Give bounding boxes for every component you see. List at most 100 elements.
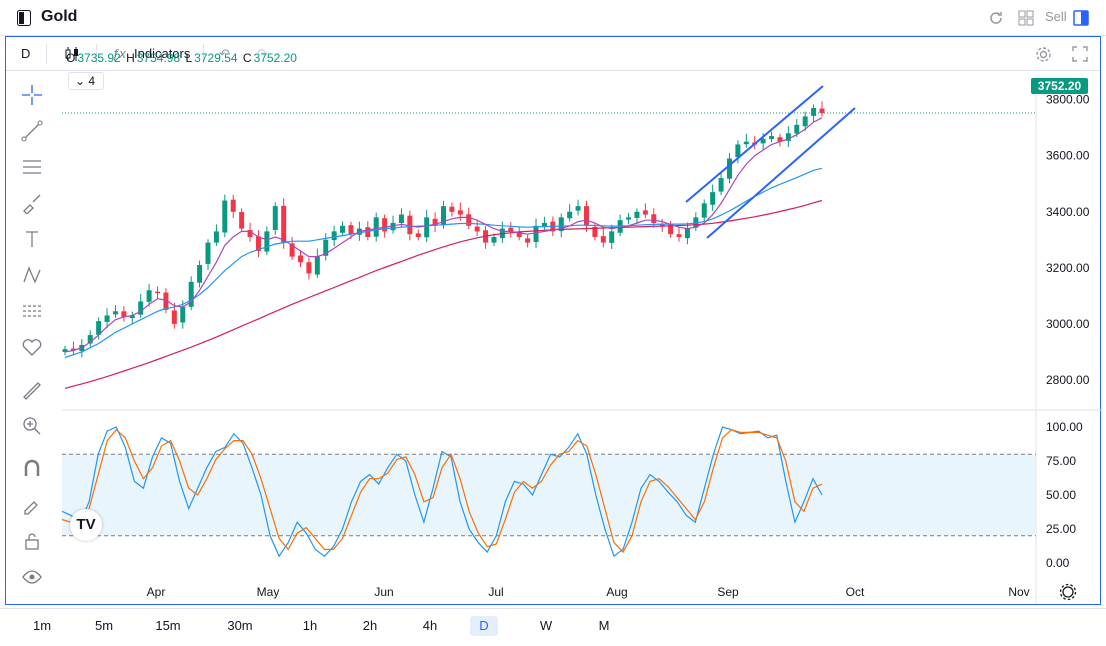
tradingview-logo: TV [70,509,102,541]
last-price-label: 3752.20 [1031,78,1088,94]
candle-body [651,214,657,223]
magnet-icon[interactable] [21,458,43,480]
chart-toolbar: D ƒx Indicators ↶ ↷ [6,37,1100,71]
candle-body [289,243,295,257]
candle-body [96,321,102,335]
candle-body [769,136,775,139]
time-tick-label: Jul [488,585,503,599]
candle-body [525,238,531,243]
candle-body [474,226,480,232]
timeframe-M[interactable]: M [598,618,610,633]
toolbar-divider [203,44,204,64]
oscillator-tick-label: 100.00 [1046,420,1083,434]
axis-settings-icon [1059,583,1077,601]
time-tick-label: May [257,585,280,599]
channel-upper-trendline [685,85,824,203]
candle-body [112,311,118,315]
candle-body [777,137,783,142]
candle-body [213,231,219,243]
fullscreen-icon[interactable] [1072,46,1088,62]
candle-body [743,141,749,145]
timeframe-5m[interactable]: 5m [94,618,114,633]
interval-button[interactable]: D [21,46,31,61]
ohlc-legend: O 3735.92 H 3754.98 L 3729.54 C 3752.20 [66,51,299,65]
candle-body [129,315,135,319]
candle-body [424,217,430,238]
candle-body [104,315,110,322]
oscillator-tick-label: 25.00 [1046,522,1076,536]
candle-body [760,138,766,144]
candle-body [331,231,337,241]
refresh-icon[interactable] [988,10,1004,26]
candle-body [567,211,573,219]
lock-icon[interactable] [21,530,43,552]
timeframe-bar: 1m 5m 15m 30m 1h 2h 4h D W M [0,608,1106,640]
sell-button[interactable]: Sell [1045,9,1067,24]
low-label: L [185,51,193,65]
candle-body [314,256,320,275]
undo-icon[interactable]: ↶ [219,46,230,61]
candle-body [390,222,396,231]
chevron-down-icon: ⌄ [75,74,86,88]
timeframe-W[interactable]: W [539,618,553,633]
layout-grid-icon[interactable] [1018,10,1034,26]
crosshair-icon[interactable] [21,84,43,106]
close-label: C [242,51,252,65]
candle-body [87,335,93,344]
candle-body [281,205,287,243]
candle-body [340,225,346,233]
panel-toggle-icon[interactable] [1073,10,1089,26]
indicators-collapse-button[interactable]: ⌄ 4 [68,72,104,90]
pattern-icon[interactable] [21,264,43,286]
candle-body [373,217,379,237]
high-label: H [126,51,135,65]
redo-icon[interactable]: ↷ [257,46,268,61]
timeframe-4h[interactable]: 4h [422,618,438,633]
axis-settings-icon[interactable] [1062,586,1074,598]
close-value: 3752.20 [253,51,297,65]
text-tool-icon[interactable] [21,228,43,250]
forecast-icon[interactable] [21,300,43,322]
eye-icon[interactable] [21,566,43,588]
candle-body [676,234,682,237]
ma-mid-line [64,167,823,359]
horizontal-lines-icon[interactable] [21,156,43,178]
candle-body [634,211,640,218]
ma-long-line [64,199,823,389]
window-title: Gold [41,8,78,25]
high-value: 3754.98 [136,51,181,65]
settings-gear-icon[interactable] [1035,46,1052,63]
time-tick-label: Oct [846,585,865,599]
open-label: O [66,51,76,65]
candle-body [592,226,598,237]
zoom-icon[interactable] [21,415,43,437]
candle-body [802,116,808,127]
candle-body [718,178,724,192]
time-tick-label: Jun [374,585,393,599]
candles-icon[interactable] [63,45,81,63]
timeframe-1m[interactable]: 1m [32,618,52,633]
price-tick-label: 3600.00 [1046,149,1090,163]
brush-icon[interactable] [21,192,43,214]
candle-body [726,158,732,179]
time-tick-label: Sep [717,585,739,599]
oscillator-tick-label: 50.00 [1046,488,1076,502]
indicators-button[interactable]: Indicators [134,46,191,61]
heart-icon[interactable] [21,336,43,358]
timeframe-15m[interactable]: 15m [155,618,181,633]
timeframe-30m[interactable]: 30m [227,618,253,633]
trendline-icon[interactable] [21,120,43,142]
time-tick-label: Apr [147,585,166,599]
candle-body [466,214,472,226]
timeframe-D[interactable]: D [470,616,498,636]
price-tick-label: 3000.00 [1046,317,1090,331]
lock-drawing-icon[interactable] [21,494,43,516]
timeframe-1h[interactable]: 1h [302,618,318,633]
candle-body [171,310,177,324]
ruler-icon[interactable] [21,380,43,402]
candle-body [180,307,186,323]
candle-body [642,210,648,215]
candle-body [272,206,278,230]
timeframe-2h[interactable]: 2h [362,618,378,633]
